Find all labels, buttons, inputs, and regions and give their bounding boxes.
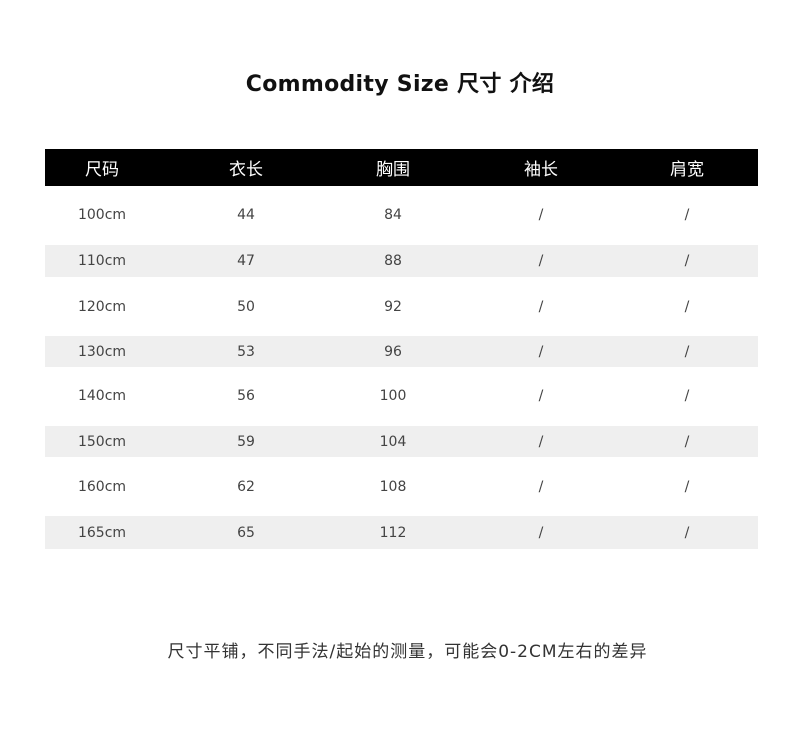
- table-cell: 160cm: [77, 479, 127, 495]
- table-cell: /: [538, 299, 544, 315]
- table-cell: /: [684, 253, 690, 269]
- table-cell: /: [684, 479, 690, 495]
- column-header: 衣长: [229, 160, 263, 180]
- column-header: 袖长: [524, 160, 558, 180]
- table-cell: /: [538, 524, 544, 541]
- page-title: Commodity Size 尺寸 介绍: [245, 72, 555, 97]
- table-cell: 96: [384, 343, 402, 360]
- table-cell: /: [538, 343, 544, 360]
- table-cell: /: [684, 299, 690, 315]
- table-row: 165cm 65 112 / /: [45, 516, 758, 549]
- table-cell: 110cm: [77, 253, 127, 269]
- table-cell: 56: [237, 388, 255, 404]
- table-header: 尺码 衣长 胸围 袖长 肩宽: [45, 149, 758, 186]
- table-row: 120cm 50 92 / /: [45, 291, 758, 323]
- table-cell: 53: [237, 343, 255, 360]
- table-cell: /: [684, 207, 690, 223]
- table-cell: /: [538, 207, 544, 223]
- table-cell: 140cm: [77, 388, 127, 404]
- table-row: 160cm 62 108 / /: [45, 471, 758, 503]
- table-cell: 100cm: [77, 207, 127, 223]
- table-cell: 130cm: [77, 343, 127, 360]
- table-cell: 84: [384, 207, 402, 223]
- table-cell: 104: [379, 433, 407, 450]
- table-cell: 120cm: [77, 299, 127, 315]
- table-cell: 44: [237, 207, 255, 223]
- table-cell: /: [684, 343, 690, 360]
- table-cell: /: [684, 388, 690, 404]
- table-cell: 88: [384, 253, 402, 269]
- measurement-note: 尺寸平铺，不同手法/起始的测量，可能会0-2CM左右的差异: [167, 642, 648, 662]
- column-header: 尺码: [85, 160, 119, 180]
- table-row: 110cm 47 88 / /: [45, 245, 758, 277]
- table-cell: /: [684, 433, 690, 450]
- table-cell: 112: [379, 524, 407, 541]
- table-cell: 150cm: [77, 433, 127, 450]
- table-cell: /: [538, 388, 544, 404]
- table-cell: 65: [237, 524, 255, 541]
- table-row: 140cm 56 100 / /: [45, 380, 758, 412]
- table-cell: /: [538, 253, 544, 269]
- column-header: 胸围: [376, 160, 410, 180]
- table-cell: 47: [237, 253, 255, 269]
- table-cell: 108: [379, 479, 407, 495]
- table-cell: 100: [379, 388, 407, 404]
- column-header: 肩宽: [670, 160, 704, 180]
- table-cell: /: [538, 479, 544, 495]
- table-cell: 165cm: [77, 524, 127, 541]
- table-cell: 50: [237, 299, 255, 315]
- table-row: 100cm 44 84 / /: [45, 199, 758, 231]
- table-cell: /: [684, 524, 690, 541]
- table-row: 130cm 53 96 / /: [45, 336, 758, 367]
- table-cell: 59: [237, 433, 255, 450]
- table-cell: 62: [237, 479, 255, 495]
- table-cell: /: [538, 433, 544, 450]
- table-row: 150cm 59 104 / /: [45, 426, 758, 457]
- table-cell: 92: [384, 299, 402, 315]
